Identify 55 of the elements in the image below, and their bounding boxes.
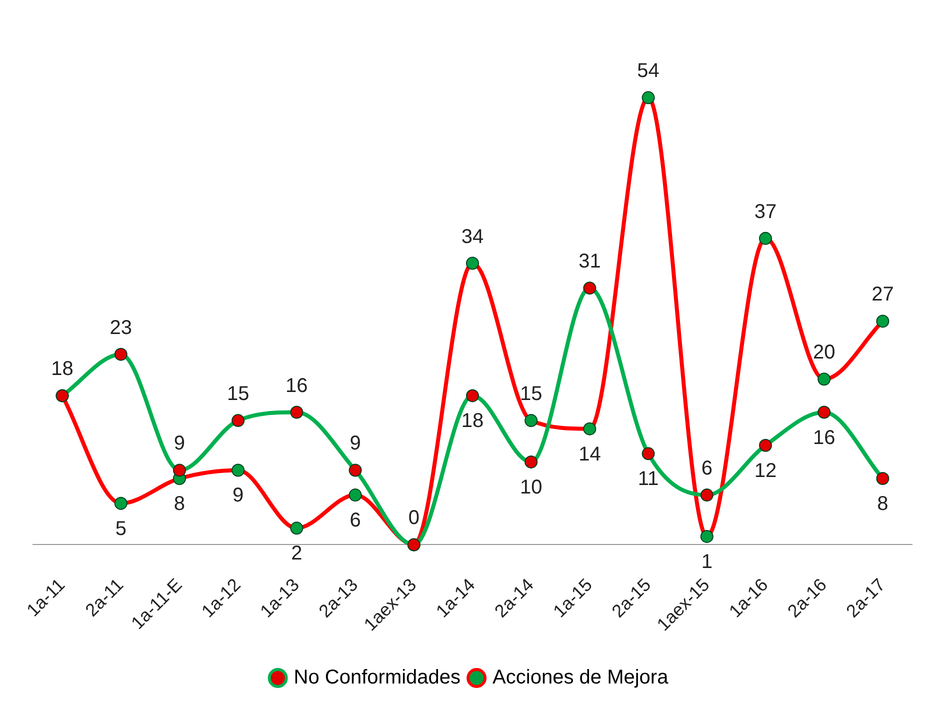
point: [172, 464, 186, 477]
data-label: 9: [350, 432, 361, 455]
point: [642, 91, 655, 104]
point: [524, 414, 538, 428]
point: [290, 406, 304, 419]
data-label: 2: [291, 542, 302, 565]
point: [700, 530, 714, 543]
point: [818, 406, 831, 419]
point: [642, 447, 655, 460]
data-label: 6: [701, 458, 712, 480]
legend-label: Acciones de Mejora: [492, 666, 670, 689]
point: [348, 488, 362, 502]
data-label: 37: [754, 200, 777, 223]
data-label: 9: [232, 484, 244, 507]
data-label: 12: [754, 460, 777, 482]
data-label: 18: [51, 358, 74, 380]
data-label: 23: [110, 316, 132, 339]
data-label: 31: [578, 250, 601, 273]
data-label: 6: [350, 510, 361, 532]
point: [114, 348, 128, 361]
data-label: 5: [115, 518, 126, 540]
data-label: 15: [520, 383, 542, 406]
data-label: 8: [877, 493, 888, 516]
data-label: 8: [174, 493, 186, 516]
point: [524, 455, 538, 468]
data-label: 20: [812, 342, 836, 364]
data-label: 0: [408, 507, 420, 530]
point: [232, 464, 245, 477]
data-label: 15: [226, 383, 250, 406]
data-label: 27: [872, 284, 894, 306]
data-label: 11: [638, 468, 659, 490]
point: [876, 472, 890, 485]
data-label: 54: [637, 60, 660, 82]
point: [583, 282, 596, 295]
point: [758, 438, 772, 452]
data-label: 16: [812, 426, 836, 449]
point: [876, 314, 890, 328]
data-label: 10: [520, 476, 542, 498]
point: [466, 256, 479, 270]
point: [818, 372, 831, 386]
point: [114, 496, 128, 510]
point: [348, 464, 362, 477]
point: [758, 232, 772, 245]
point: [583, 422, 596, 436]
data-label: 34: [461, 226, 484, 248]
data-label: 1: [701, 550, 712, 573]
point: [700, 488, 714, 502]
point: [466, 389, 479, 402]
data-label: 9: [174, 432, 186, 455]
point: [232, 414, 245, 428]
data-label: 18: [461, 410, 484, 432]
data-label: 16: [286, 374, 308, 397]
point: [290, 522, 304, 535]
legend-label: No Conformidades: [294, 666, 461, 689]
data-label: 14: [578, 443, 601, 466]
